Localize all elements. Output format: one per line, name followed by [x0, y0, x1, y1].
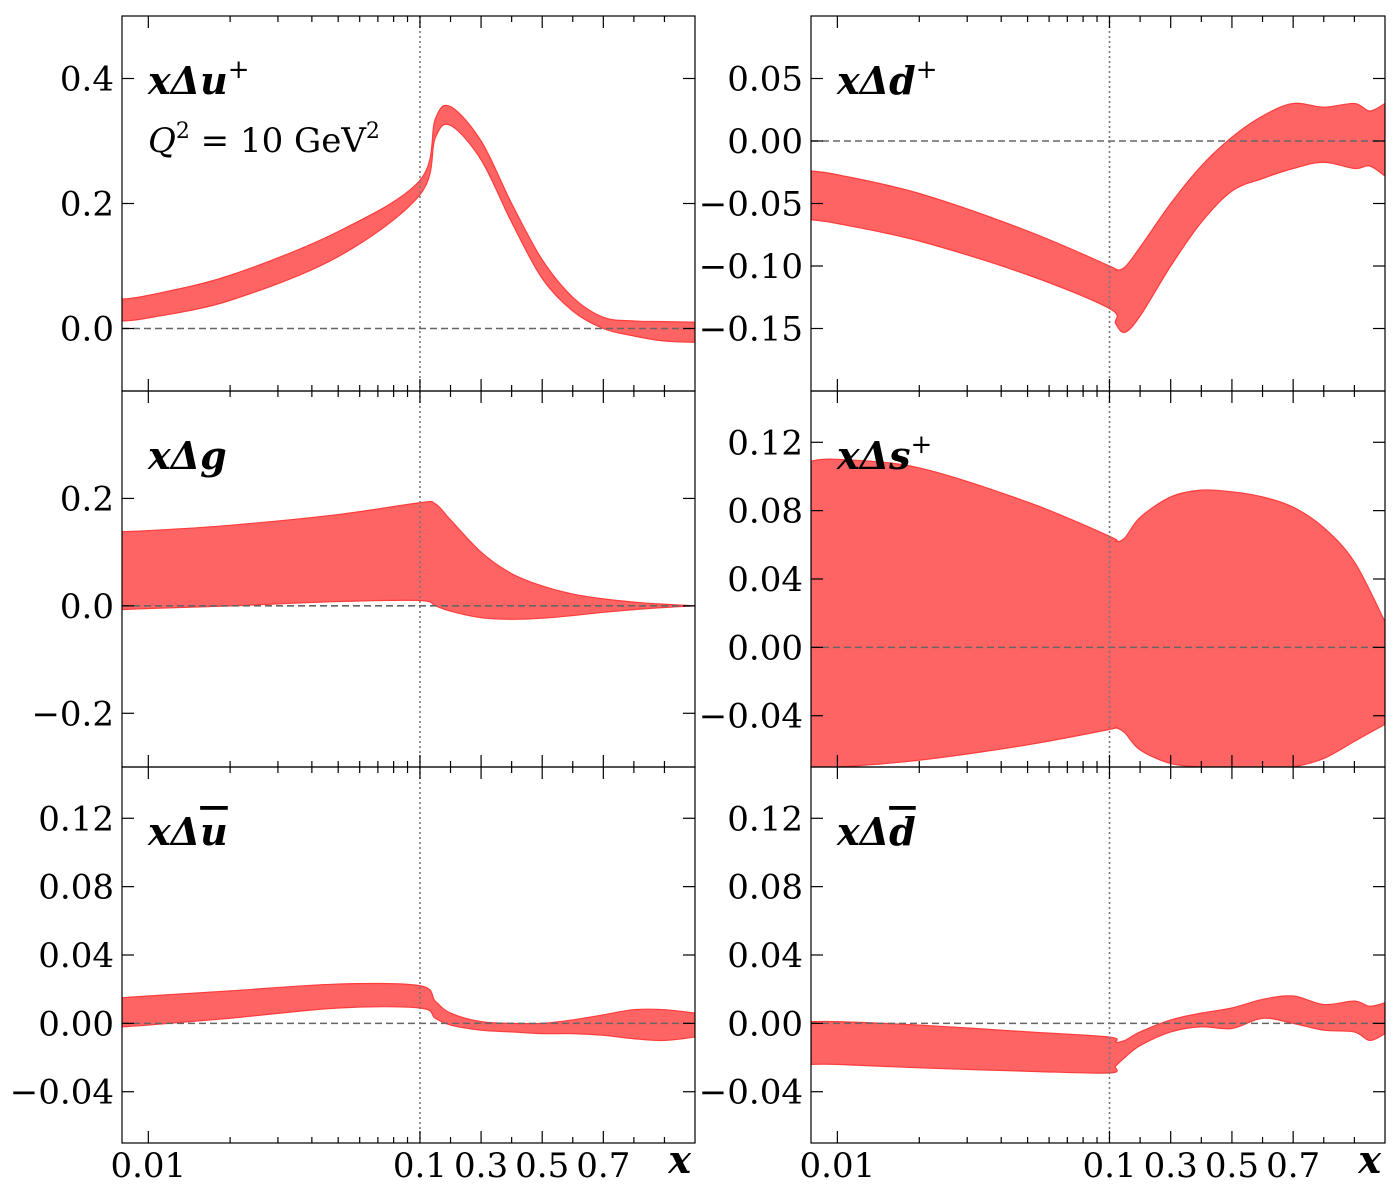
- x-tick-label: 0.01: [800, 1146, 876, 1186]
- y-tick-label: 0.05: [727, 60, 803, 100]
- uncertainty-band: [811, 995, 1385, 1074]
- y-tick-label: 0.12: [727, 799, 803, 839]
- y-tick-label: 0.12: [727, 423, 803, 463]
- y-tick-label: 0.4: [60, 60, 114, 100]
- y-tick-label: 0.00: [38, 1004, 114, 1044]
- panel-label: xΔd: [836, 809, 916, 854]
- y-tick-label: −0.05: [699, 185, 803, 225]
- panel-label: xΔg: [147, 433, 227, 478]
- x-tick-label: 0.3: [1144, 1146, 1198, 1186]
- panel-lower-left: −0.04 0.00 0.04 0.08 0.12 0.01 0.1 0.3 0.5 0.7 x xΔ…: [10, 766, 696, 1186]
- y-tick-label: −0.10: [699, 247, 803, 287]
- x-axis-label: x: [1357, 1137, 1382, 1182]
- y-tick-label: 0.04: [38, 936, 114, 976]
- x-tick-label: 0.3: [454, 1146, 508, 1186]
- y-tick-label: 0.04: [727, 936, 803, 976]
- panel-middle-right: −0.04 0.00 0.04 0.08 0.12 xΔs+: [699, 390, 1386, 768]
- y-tick-label: 0.2: [60, 479, 114, 519]
- x-axis-label: x: [667, 1137, 692, 1182]
- panel-upper-left: 0.0 0.2 0.4 xΔu+ Q2 = 10 GeV2: [60, 15, 696, 392]
- y-tick-label: 0.00: [727, 122, 803, 162]
- x-tick-label: 0.1: [393, 1146, 447, 1186]
- panel-label: xΔu: [147, 809, 228, 854]
- panel-upper-right: −0.15 −0.10 −0.05 0.00 0.05 xΔd+: [699, 15, 1386, 392]
- x-tick-label: 0.7: [576, 1146, 630, 1186]
- y-tick-label: −0.04: [699, 697, 803, 737]
- panels-group: 0.0 0.2 0.4 xΔu+ Q2 = 10 GeV2 −0.15 −0.10 −0.05…: [10, 15, 1386, 1186]
- x-tick-label: 0.01: [110, 1146, 186, 1186]
- x-tick-label: 0.5: [1205, 1146, 1259, 1186]
- y-tick-label: 0.0: [60, 587, 114, 627]
- y-tick-label: 0.12: [38, 799, 114, 839]
- x-tick-label: 0.7: [1266, 1146, 1320, 1186]
- y-tick-label: −0.15: [699, 310, 803, 350]
- y-tick-label: 0.08: [38, 868, 114, 908]
- uncertainty-band: [122, 982, 695, 1042]
- y-tick-label: 0.00: [727, 1004, 803, 1044]
- panel-label: xΔu+: [147, 55, 250, 103]
- panel-middle-left: −0.2 0.0 0.2 xΔg: [31, 390, 696, 768]
- y-tick-label: 0.08: [727, 868, 803, 908]
- panel-lower-right: −0.04 0.00 0.04 0.08 0.12 0.01 0.1 0.3 0.5 0.7 x xΔ…: [699, 766, 1386, 1186]
- uncertainty-band: [811, 102, 1385, 333]
- uncertainty-band: [811, 458, 1385, 767]
- panel-label: xΔd+: [836, 55, 938, 103]
- scale-note: Q2 = 10 GeV2: [148, 119, 380, 161]
- panel-label: xΔs+: [836, 430, 932, 478]
- y-tick-label: −0.04: [10, 1073, 114, 1113]
- x-tick-label: 0.1: [1082, 1146, 1136, 1186]
- y-tick-label: 0.04: [727, 560, 803, 600]
- y-tick-label: −0.04: [699, 1073, 803, 1113]
- x-tick-label: 0.5: [515, 1146, 569, 1186]
- y-tick-label: 0.00: [727, 628, 803, 668]
- y-tick-label: 0.2: [60, 185, 114, 225]
- uncertainty-band: [122, 500, 695, 620]
- y-tick-label: 0.0: [60, 310, 114, 350]
- y-tick-label: 0.08: [727, 492, 803, 532]
- y-tick-label: −0.2: [31, 694, 114, 734]
